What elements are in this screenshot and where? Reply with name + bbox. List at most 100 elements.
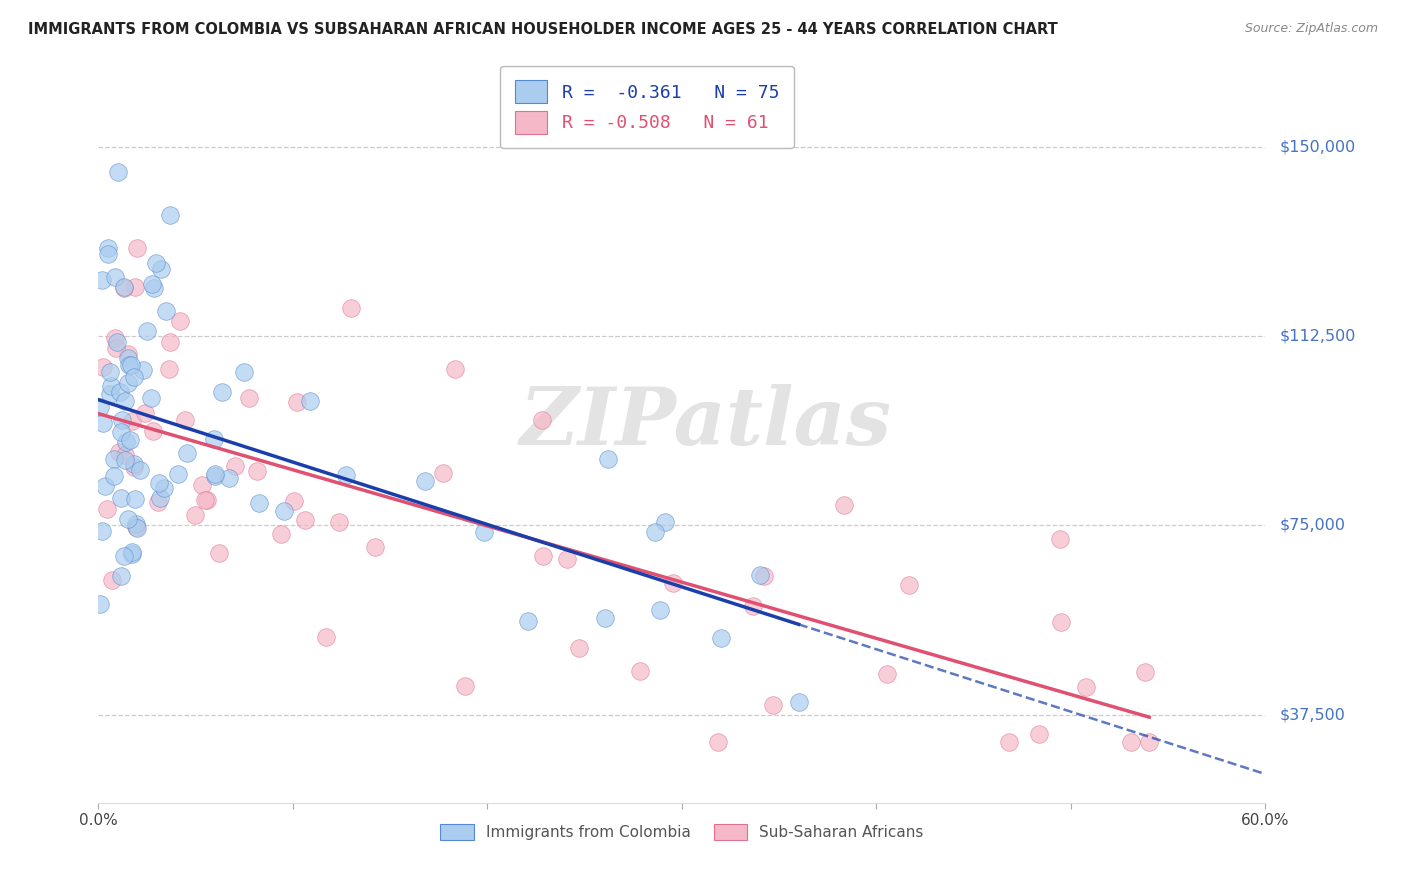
Point [115,434,138,449]
Point [125,520,148,534]
Point [273,504,295,518]
Point [654,515,676,529]
Point [149,262,172,277]
Point [125,516,148,531]
Point [568,641,591,656]
Text: Source: ZipAtlas.com: Source: ZipAtlas.com [1244,22,1378,36]
Point [118,434,141,448]
Point [89,400,111,414]
Point [94,479,117,493]
Point [89,598,111,612]
Point [444,362,467,376]
Point [153,481,176,495]
Point [184,508,207,522]
Point [1133,665,1156,679]
Point [174,413,197,427]
Point [1119,735,1142,749]
Point [111,412,134,426]
Point [148,476,170,491]
Point [91,417,114,431]
Point [593,611,616,625]
Point [132,363,155,377]
Point [112,281,135,295]
Point [204,469,226,483]
Point [124,459,146,474]
Point [787,695,810,709]
Point [238,391,260,405]
Point [124,492,146,507]
Point [136,324,159,338]
Point [328,515,350,529]
Point [91,524,114,539]
Point [155,304,177,318]
Point [1028,727,1050,741]
Point [176,446,198,460]
Point [169,313,191,327]
Point [997,735,1019,749]
Point [121,545,143,559]
Point [283,493,305,508]
Point [125,521,148,535]
Point [195,493,218,508]
Point [108,444,131,458]
Point [120,358,142,372]
Point [298,393,321,408]
Point [142,281,165,295]
Point [127,241,149,255]
Point [101,573,124,587]
Point [103,451,125,466]
Point [211,385,233,400]
Point [834,499,856,513]
Point [107,165,129,179]
Point [104,270,127,285]
Point [110,569,132,583]
Point [191,478,214,492]
Point [98,387,121,401]
Point [1137,735,1160,749]
Point [533,549,555,564]
Point [157,362,180,376]
Point [516,614,538,628]
Text: ZIPatlas: ZIPatlas [519,384,891,461]
Point [415,474,437,488]
Point [340,301,363,316]
Point [146,495,169,509]
Point [742,599,765,613]
Point [114,453,136,467]
Point [93,359,115,374]
Text: $150,000: $150,000 [1279,139,1355,154]
Point [112,280,135,294]
Text: $75,000: $75,000 [1279,518,1346,533]
Point [124,457,146,471]
Point [233,365,256,379]
Point [218,471,240,485]
Point [90,273,112,287]
Point [752,569,775,583]
Point [134,406,156,420]
Legend: Immigrants from Colombia, Sub-Saharan Africans: Immigrants from Colombia, Sub-Saharan Af… [434,817,929,847]
Point [204,467,226,482]
Point [100,379,122,393]
Point [294,513,316,527]
Point [454,679,477,693]
Point [761,698,783,713]
Point [105,334,128,349]
Point [202,432,225,446]
Point [124,369,146,384]
Point [97,241,120,255]
Point [114,549,136,563]
Point [897,578,920,592]
Point [224,459,246,474]
Point [208,546,231,560]
Point [1049,615,1071,629]
Text: IMMIGRANTS FROM COLOMBIA VS SUBSAHARAN AFRICAN HOUSEHOLDER INCOME AGES 25 - 44 Y: IMMIGRANTS FROM COLOMBIA VS SUBSAHARAN A… [28,22,1057,37]
Point [246,464,269,478]
Point [364,540,387,554]
Point [432,466,454,480]
Point [159,208,181,222]
Point [531,413,554,427]
Point [315,630,337,644]
Point [104,331,127,345]
Point [472,524,495,539]
Point [1074,680,1097,694]
